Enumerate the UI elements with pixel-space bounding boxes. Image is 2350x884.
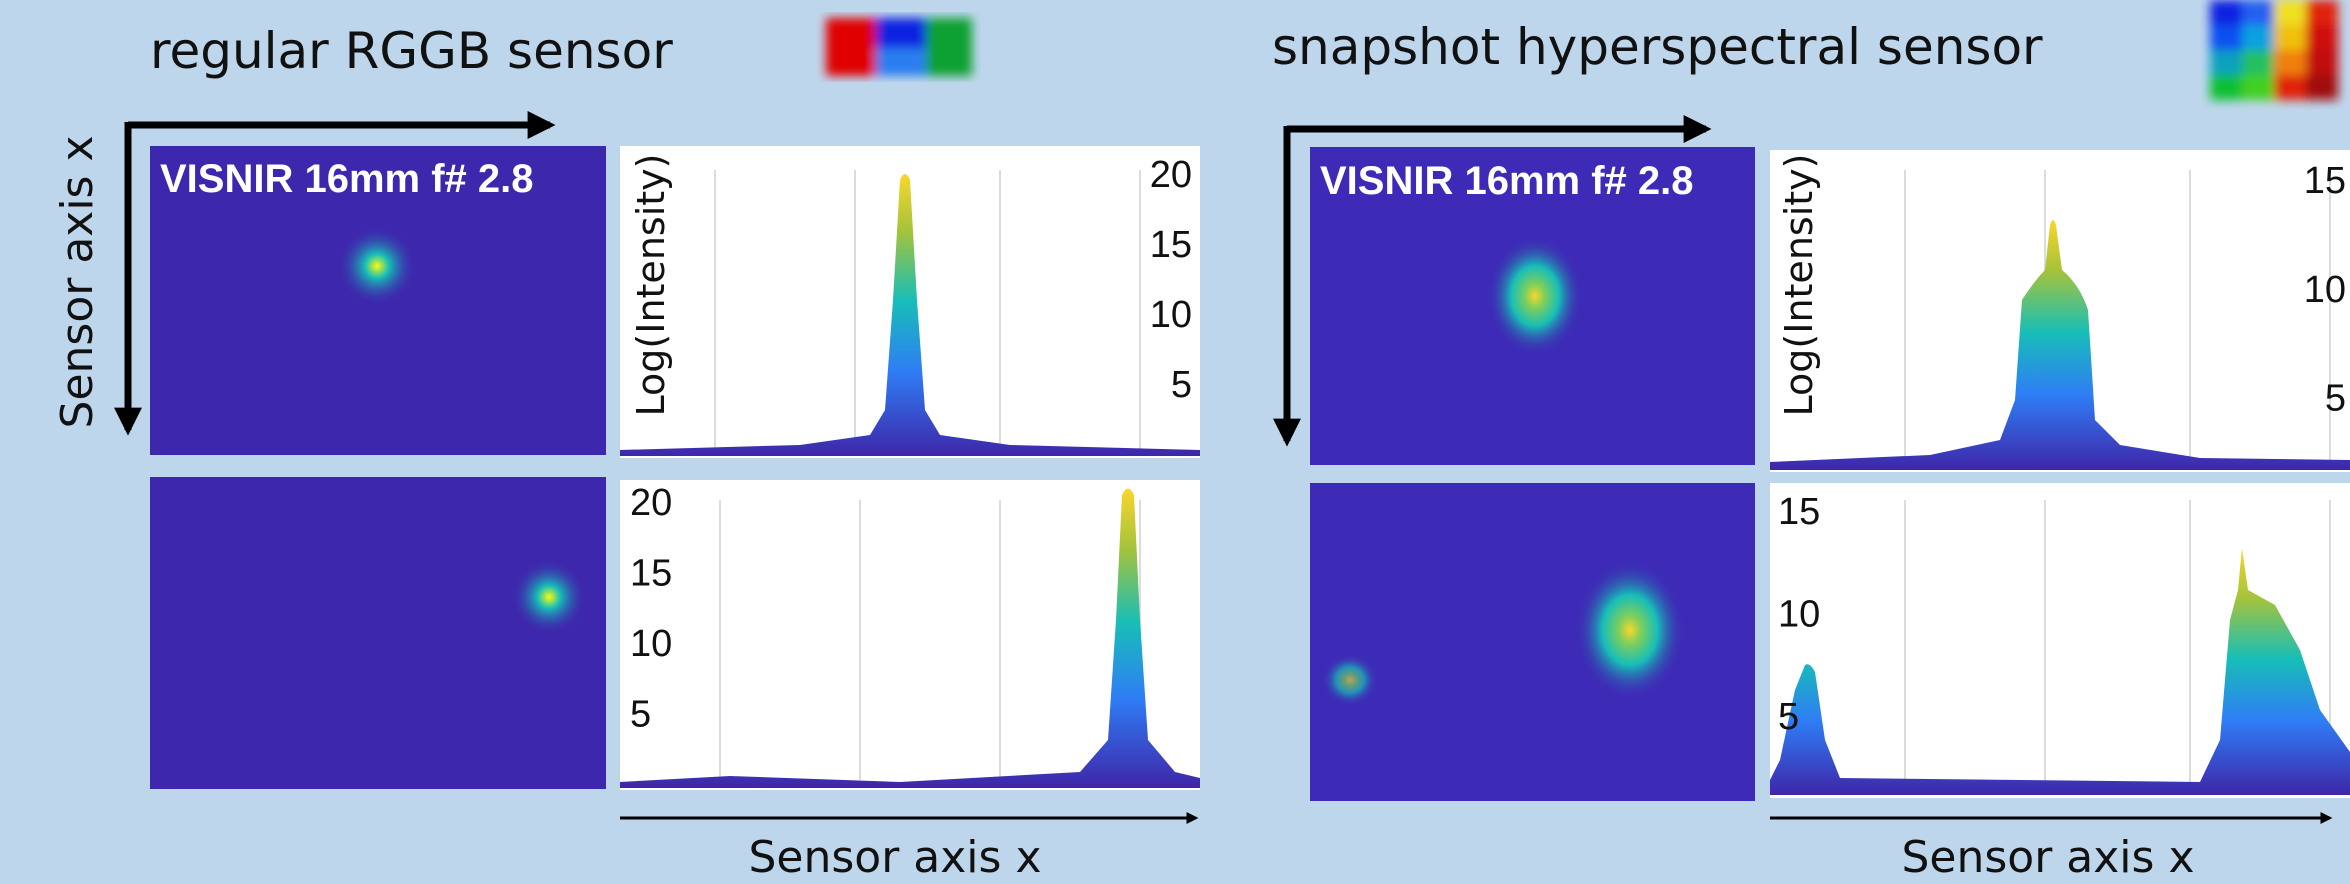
psf-spot: [1487, 236, 1583, 356]
sensor-image: [1310, 483, 1755, 801]
chip-cell: [2210, 75, 2242, 100]
psf-spot: [1322, 654, 1378, 706]
y-tick-label: 20: [630, 482, 672, 524]
y-tick-label: 15: [1778, 491, 1820, 533]
chip-cell: [2306, 50, 2338, 75]
chip-cell: [2242, 50, 2274, 75]
chip-cell: [2306, 75, 2338, 100]
image-label: VISNIR 16mm f# 2.8: [160, 157, 534, 201]
y-tick-label: 15: [630, 553, 672, 595]
chip-cell: [926, 18, 972, 76]
y-tick-label: 5: [1778, 696, 1799, 738]
image-label: VISNIR 16mm f# 2.8: [1320, 159, 1694, 203]
y-tick-label: 5: [1171, 364, 1192, 406]
chip-cell: [2242, 75, 2274, 100]
panel-title: regular RGGB sensor: [150, 22, 673, 80]
y-tick-label: 20: [1150, 154, 1192, 196]
chip-cell: [876, 18, 926, 48]
chip-cell: [2242, 0, 2274, 25]
chip-cell: [2242, 25, 2274, 50]
chip-cell: [826, 18, 876, 76]
psf-spot: [337, 226, 417, 306]
chip-cell: [2210, 0, 2242, 25]
hyperspectral-chip: [2210, 0, 2338, 100]
psf-spot: [511, 559, 587, 635]
intensity-profile: [620, 488, 1200, 788]
y-tick-label: 10: [1150, 294, 1192, 336]
y-tick-label: 10: [2304, 269, 2346, 311]
plot-area: [620, 480, 1200, 790]
sensor-image: [150, 477, 606, 789]
axis-label: Sensor axis x: [52, 136, 103, 429]
axis-label: Sensor axis x: [1902, 832, 2195, 883]
y-tick-label: 5: [2325, 378, 2346, 420]
y-tick-label: 15: [1150, 224, 1192, 266]
chip-cell: [2210, 50, 2242, 75]
panel-title: snapshot hyperspectral sensor: [1272, 18, 2043, 76]
intensity-profile: [620, 174, 1200, 456]
chip-cell: [2210, 25, 2242, 50]
chip-cell: [2274, 0, 2306, 25]
intensity-profile: [1770, 220, 2350, 470]
rggb-chip: [826, 18, 972, 76]
chip-cell: [2274, 25, 2306, 50]
psf-spot: [1575, 560, 1685, 700]
intensity-profile: [1770, 548, 2350, 795]
y-tick-label: 15: [2304, 160, 2346, 202]
y-tick-label: 10: [630, 623, 672, 665]
y-axis-label: Log(Intensity): [1777, 154, 1821, 417]
chip-cell: [876, 48, 926, 76]
y-axis-label: Log(Intensity): [629, 154, 673, 417]
chip-cell: [2274, 75, 2306, 100]
chip-cell: [2274, 50, 2306, 75]
y-tick-label: 10: [1778, 594, 1820, 636]
y-tick-label: 5: [630, 694, 651, 736]
axis-label: Sensor axis x: [749, 832, 1042, 883]
chip-cell: [2306, 0, 2338, 25]
chip-cell: [2306, 25, 2338, 50]
